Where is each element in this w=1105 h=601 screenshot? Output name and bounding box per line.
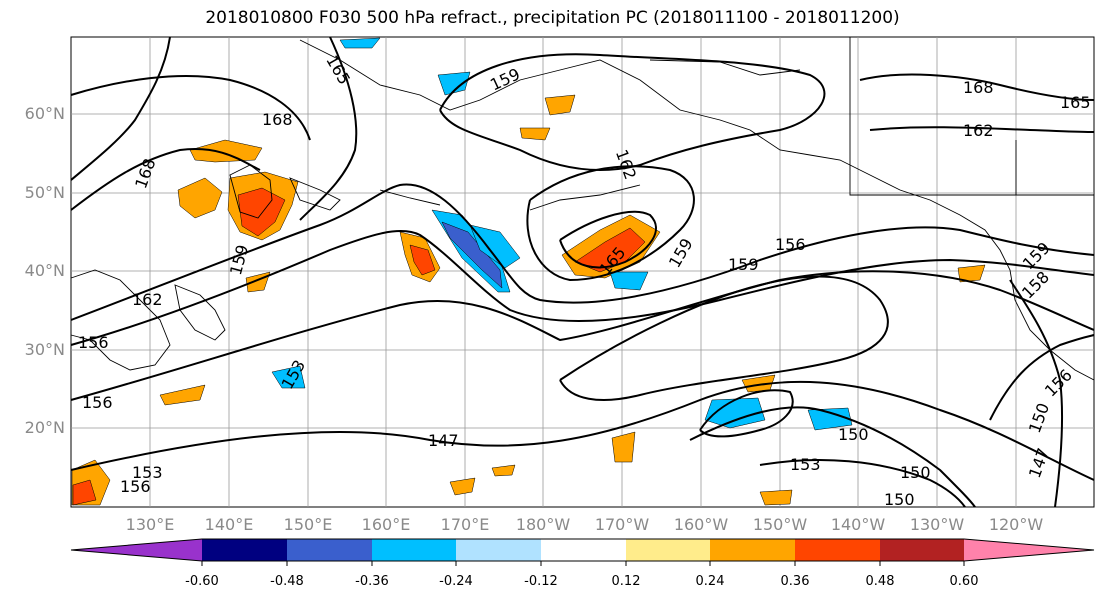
contour-label: 147 <box>428 431 459 450</box>
colorbar-tick-label: -0.36 <box>355 574 389 589</box>
map-title: 2018010800 F030 500 hPa refract., precip… <box>205 8 900 28</box>
lon-label: 130°W <box>909 515 965 534</box>
contour-label: 156 <box>82 393 113 412</box>
contour-label: 162 <box>963 121 994 140</box>
contour-label-group: 165 168 168 159 162 156 156 153 153 156 … <box>78 52 1091 509</box>
colorbar-tick-label: 0.48 <box>865 574 895 589</box>
colorbar-tick-label: -0.24 <box>439 574 473 589</box>
precip-shading <box>71 37 986 506</box>
lon-label: 170°E <box>440 515 490 534</box>
contour-label: 153 <box>790 455 821 474</box>
colorbar-segment <box>71 539 202 561</box>
colorbar-tick-label: 0.36 <box>780 574 810 589</box>
lat-label: 50°N <box>24 183 65 202</box>
lon-label: 140°W <box>830 515 886 534</box>
contour-label: 168 <box>262 110 293 129</box>
colorbar-segment <box>456 539 541 561</box>
lat-label: 20°N <box>24 418 65 437</box>
lat-label: 40°N <box>24 261 65 280</box>
lon-label: 160°W <box>673 515 729 534</box>
colorbar <box>70 538 1095 566</box>
colorbar-segment <box>202 539 287 561</box>
lon-label: 150°W <box>752 515 808 534</box>
lon-label: 170°W <box>594 515 650 534</box>
contour-label: 156 <box>775 235 806 254</box>
contour-label: 162 <box>132 290 163 309</box>
contour-label: 153 <box>132 463 163 482</box>
lon-label: 140°E <box>204 515 254 534</box>
lon-label: 120°W <box>988 515 1044 534</box>
contour-label: 150 <box>838 425 869 444</box>
colorbar-segment <box>964 539 1094 561</box>
colorbar-tick-label: -0.12 <box>524 574 558 589</box>
lon-label: 130°E <box>125 515 175 534</box>
contour-label: 165 <box>1060 93 1091 112</box>
colorbar-segment <box>795 539 880 561</box>
contour-label: 150 <box>884 490 915 509</box>
contour-label: 150 <box>900 463 931 482</box>
contour-label: 156 <box>78 333 109 352</box>
colorbar-segment <box>626 539 710 561</box>
lon-label: 150°E <box>283 515 333 534</box>
colorbar-tick-label: 0.60 <box>949 574 979 589</box>
lat-label: 60°N <box>24 104 65 123</box>
colorbar-segment <box>287 539 372 561</box>
colorbar-segment <box>372 539 456 561</box>
colorbar-tick-label: 0.12 <box>611 574 641 589</box>
contour-label: 168 <box>963 78 994 97</box>
colorbar-tick-label: -0.60 <box>185 574 219 589</box>
lon-label: 180°W <box>515 515 571 534</box>
colorbar-segment <box>541 539 626 561</box>
colorbar-tick-label: 0.24 <box>695 574 725 589</box>
lat-label: 30°N <box>24 340 65 359</box>
colorbar-segment <box>710 539 795 561</box>
contour-label: 159 <box>728 255 759 274</box>
colorbar-tick-label: -0.48 <box>270 574 304 589</box>
lon-label: 160°E <box>361 515 411 534</box>
refract-contours <box>70 36 1095 508</box>
contour-label: 156 <box>120 477 151 496</box>
colorbar-segment <box>880 539 964 561</box>
